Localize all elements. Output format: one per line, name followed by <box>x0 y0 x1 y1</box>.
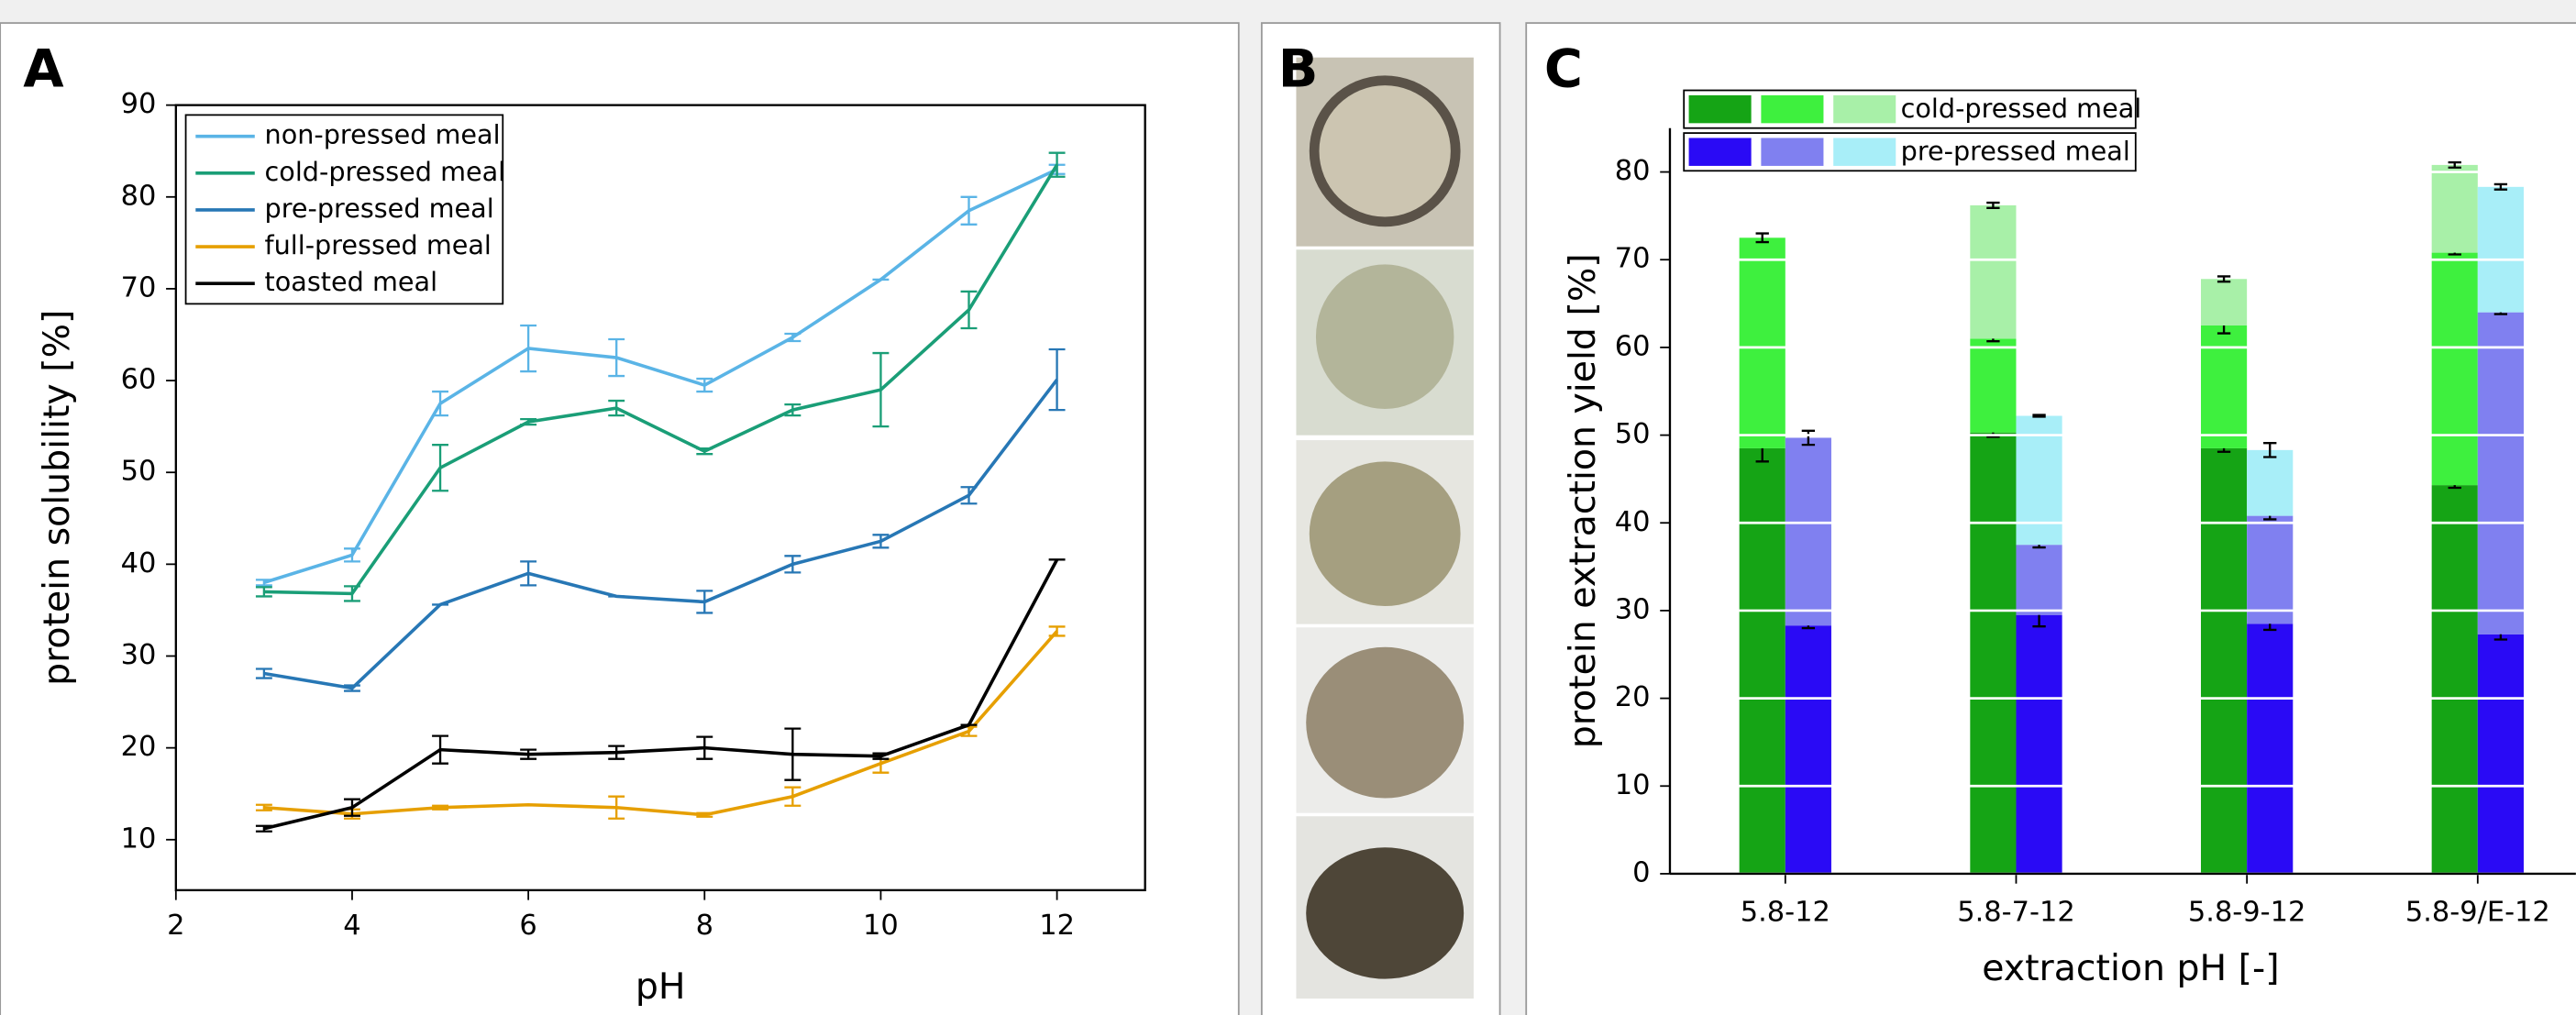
x-tick-label: 5.8-9-12 <box>2188 896 2305 928</box>
x-tick-label: 10 <box>863 910 899 942</box>
x-tick-label: 12 <box>1039 910 1075 942</box>
legend-swatch <box>1833 138 1896 165</box>
page: B A 2 4 6 8 10 12 10 20 30 40 50 60 70 80 90 pH protein s… <box>0 0 2576 1015</box>
legend-swatch <box>1689 138 1752 165</box>
x-tick-label: 5.8-9/E-12 <box>2405 896 2550 928</box>
photo-detail <box>1306 847 1464 978</box>
bar-segment <box>2432 165 2478 253</box>
photo-detail <box>1316 264 1454 409</box>
error-bar <box>2032 415 2045 417</box>
bar-segment <box>1740 237 1786 448</box>
bar-segment <box>1970 338 2016 432</box>
y-tick-label: 70 <box>121 271 157 303</box>
legend-label: cold-pressed meal <box>265 156 506 187</box>
bar-segment <box>2016 615 2062 874</box>
photo-detail <box>1320 85 1451 216</box>
panel-label: A <box>23 38 64 99</box>
y-tick-label: 10 <box>1615 769 1651 801</box>
bar-segment <box>1786 625 1831 874</box>
y-tick-label: 20 <box>1615 681 1651 713</box>
legend-label: full-pressed meal <box>265 229 492 260</box>
y-tick-label: 60 <box>121 364 157 396</box>
y-tick-label: 40 <box>121 547 157 579</box>
legend-swatch <box>1761 138 1823 165</box>
y-tick-label: 20 <box>121 731 157 763</box>
y-tick-label: 30 <box>1615 593 1651 625</box>
bar-segment <box>2478 634 2524 874</box>
y-tick-label: 50 <box>121 456 157 488</box>
y-tick-label: 60 <box>1615 330 1651 362</box>
legend-swatch <box>1761 95 1823 123</box>
photo-detail <box>1310 461 1461 606</box>
y-axis-title: protein extraction yield [%] <box>1562 253 1604 748</box>
figure: B A 2 4 6 8 10 12 10 20 30 40 50 60 70 80 90 pH protein s… <box>0 0 2576 1015</box>
panel-label: C <box>1544 38 1583 99</box>
bar-segment <box>2016 545 2062 615</box>
x-tick-label: 4 <box>343 910 360 942</box>
x-tick-label: 2 <box>167 910 184 942</box>
bar-segment <box>2201 325 2247 448</box>
bar-segment <box>2247 516 2293 624</box>
bar-segment <box>2432 253 2478 486</box>
y-tick-label: 80 <box>1615 155 1651 187</box>
legend-label: non-pressed meal <box>265 119 501 150</box>
bar-segment <box>1786 437 1831 625</box>
y-tick-label: 50 <box>1615 418 1651 450</box>
legend-label: toasted meal <box>265 266 438 297</box>
y-tick-label: 30 <box>121 639 157 671</box>
y-tick-label: 70 <box>1615 243 1651 275</box>
legend-swatch <box>1689 95 1752 123</box>
y-tick-label: 80 <box>121 180 157 212</box>
y-tick-label: 0 <box>1632 856 1650 888</box>
x-tick-label: 5.8-12 <box>1741 896 1830 928</box>
legend-label: cold-pressed meal <box>1901 93 2142 124</box>
y-tick-label: 90 <box>121 88 157 120</box>
bar-segment <box>2247 623 2293 874</box>
x-axis-title: pH <box>636 965 686 1008</box>
bar-segment <box>1970 205 2016 338</box>
photo-detail <box>1306 647 1464 799</box>
x-tick-label: 6 <box>519 910 536 942</box>
x-tick-label: 5.8-7-12 <box>1957 896 2074 928</box>
bar-segment <box>2432 485 2478 874</box>
panel-label: B <box>1278 38 1319 99</box>
bar-segment <box>1740 448 1786 874</box>
bar-segment <box>2478 313 2524 634</box>
bar-segment <box>2247 450 2293 516</box>
y-axis-title: protein solubility [%] <box>36 310 78 686</box>
x-tick-label: 8 <box>696 910 713 942</box>
bar-segment <box>2201 448 2247 874</box>
legend-label: pre-pressed meal <box>265 193 494 224</box>
y-tick-label: 40 <box>1615 506 1651 538</box>
legend-swatch <box>1833 95 1896 123</box>
y-tick-label: 10 <box>121 822 157 855</box>
legend-label: pre-pressed meal <box>1901 136 2130 167</box>
photos <box>1296 58 1473 998</box>
bar-segment <box>1970 433 2016 874</box>
x-axis-title: extraction pH [-] <box>1982 947 2279 989</box>
bar-segment <box>2478 187 2524 313</box>
bar-segment <box>2201 279 2247 325</box>
